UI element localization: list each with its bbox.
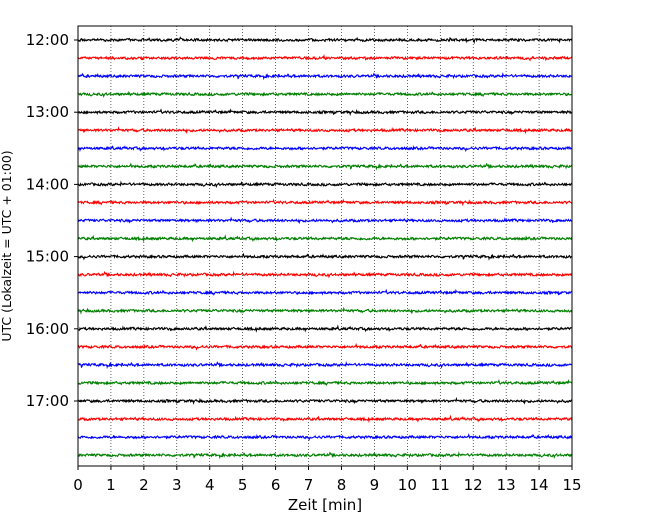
y-tick-label: 16:00 [26, 320, 69, 338]
x-tick-label: 5 [238, 476, 248, 494]
plot-frame [77, 25, 573, 467]
seismogram-trace [77, 378, 573, 386]
x-tick-label: 11 [431, 476, 450, 494]
seismogram-trace [77, 396, 573, 405]
seismogram-trace [77, 198, 573, 207]
x-tick-label: 1 [106, 476, 116, 494]
x-tick-label: 14 [530, 476, 549, 494]
x-tick-label: 9 [370, 476, 380, 494]
seismogram-trace [77, 233, 573, 243]
seismogram-trace [77, 108, 573, 117]
seismogram-trace [77, 324, 573, 333]
x-tick-label: 12 [464, 476, 483, 494]
seismogram-trace [77, 306, 573, 315]
seismogram-trace [77, 162, 573, 171]
y-tick-label: 13:00 [26, 103, 69, 121]
seismogram-trace [77, 36, 573, 45]
x-tick-label: 0 [73, 476, 83, 494]
y-tick-label: 14:00 [26, 175, 69, 193]
x-tick-label: 13 [497, 476, 516, 494]
x-tick-label: 10 [398, 476, 417, 494]
y-axis-ticks: 12:00 13:00 14:00 15:00 16:00 17:00 [26, 31, 78, 410]
x-tick-label: 15 [562, 476, 581, 494]
seismogram-trace [77, 288, 573, 296]
y-tick-label: 12:00 [26, 31, 69, 49]
seismogram-trace [77, 216, 573, 225]
x-grid-lines [110, 26, 540, 466]
seismogram-trace [77, 433, 573, 441]
plot-background [78, 26, 572, 466]
x-tick-label: 3 [172, 476, 182, 494]
seismogram-trace [77, 414, 573, 424]
seismogram-trace [77, 72, 573, 81]
seismogram-trace [77, 252, 573, 261]
x-tick-label: 6 [271, 476, 281, 494]
x-tick-label: 7 [304, 476, 314, 494]
seismogram-trace [77, 126, 573, 135]
seismogram-trace [77, 90, 573, 98]
seismogram-trace [77, 180, 573, 189]
x-axis-ticks: 0 1 2 3 4 5 6 7 8 9 10 11 12 13 14 15 [73, 466, 582, 494]
seismogram-trace [77, 451, 573, 460]
x-tick-label: 4 [205, 476, 215, 494]
seismogram-trace [77, 270, 573, 279]
seismogram-trace [77, 360, 573, 370]
y-tick-label: 17:00 [26, 392, 69, 410]
x-tick-label: 8 [337, 476, 347, 494]
seismogram-trace [77, 342, 573, 351]
seismogram-trace [77, 145, 573, 153]
x-tick-label: 2 [139, 476, 149, 494]
y-tick-label: 15:00 [26, 248, 69, 266]
y-axis-label: UTC (Lokalzeit = UTC + 01:00) [0, 150, 14, 341]
seismogram-traces [77, 36, 573, 460]
seismogram-trace [77, 53, 573, 62]
x-axis-label: Zeit [min] [288, 496, 362, 514]
